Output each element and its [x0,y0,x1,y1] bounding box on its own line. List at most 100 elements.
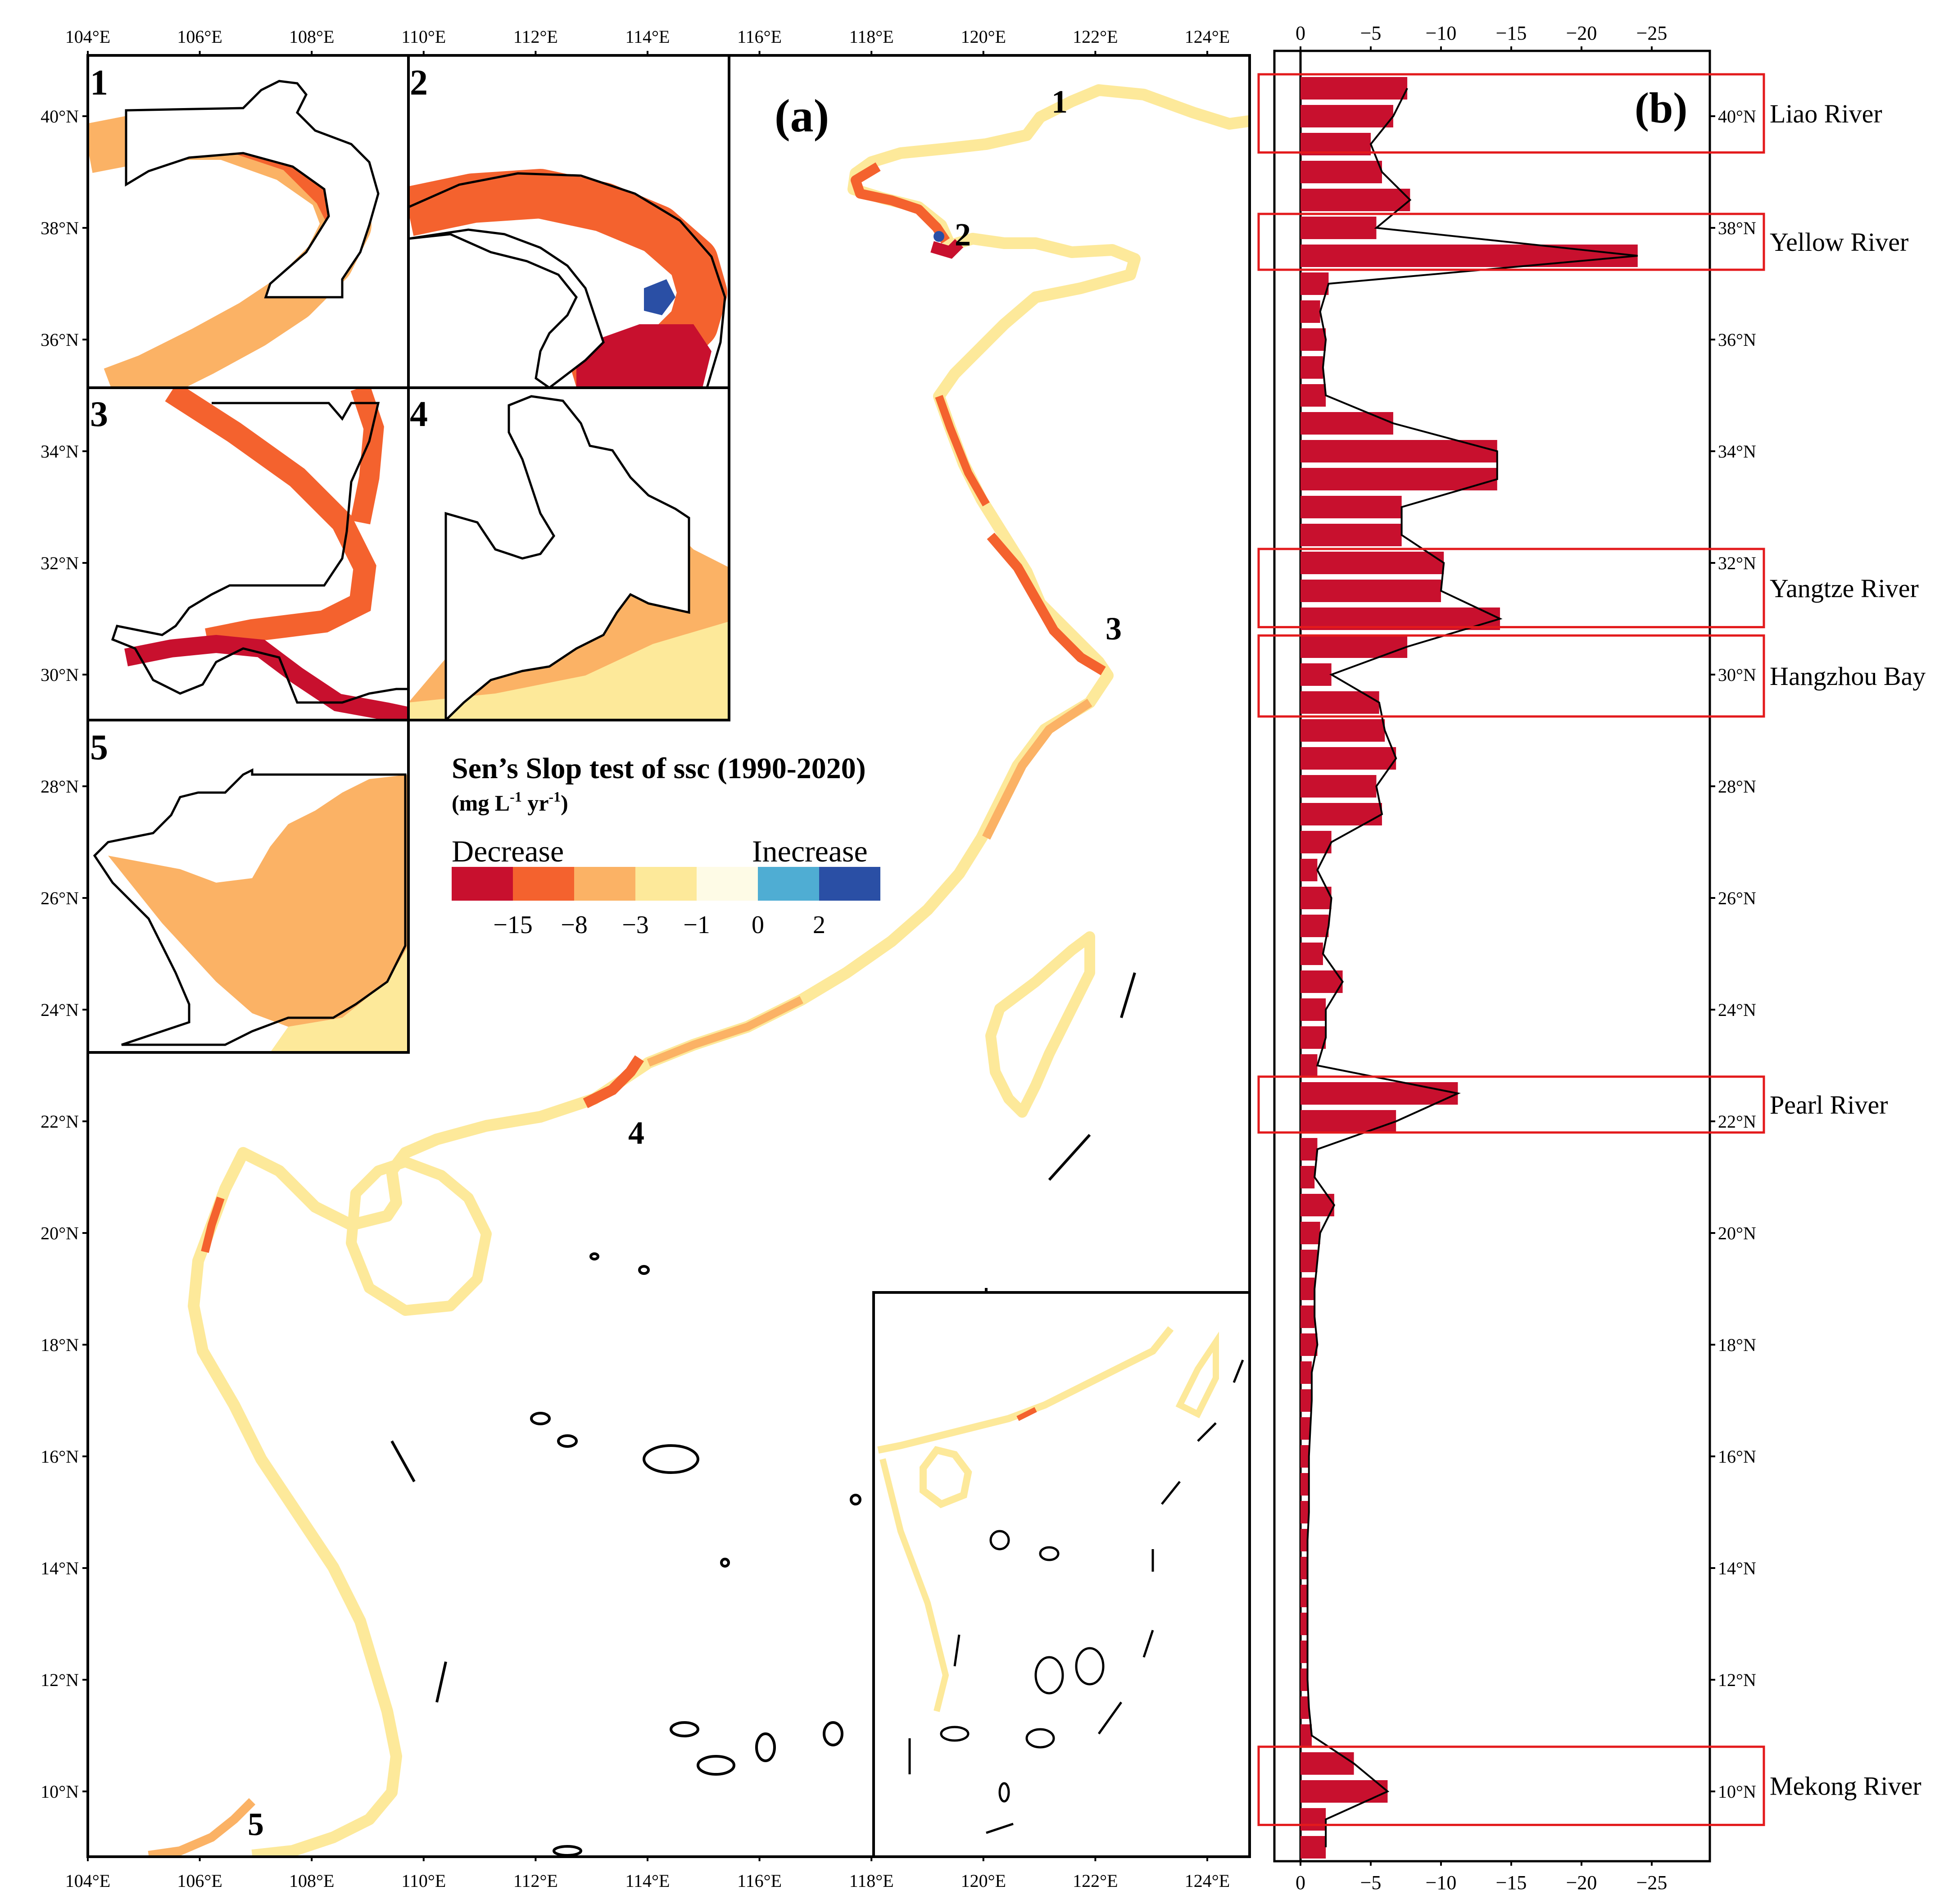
lat-tick-label: 12°N [41,1670,79,1690]
bar [1300,384,1326,407]
legend-tick-label: 2 [813,911,825,939]
bar [1300,1501,1309,1523]
region-box [1257,213,1765,271]
bar [1300,328,1326,351]
region-label: Hangzhou Bay [1770,662,1926,691]
bar [1300,1417,1310,1440]
south-china-sea-islands [390,972,1136,1857]
bar [1300,1529,1308,1551]
hainan-coast-buffer [346,1156,492,1316]
lon-tick-label-bottom: 108°E [289,1871,334,1891]
lat-tick-label: 38°N [41,218,79,238]
bar [1300,1166,1315,1188]
legend-swatch [513,867,574,901]
bar [1300,1668,1308,1691]
bar [1300,300,1320,323]
y-tick-label: 16°N [1718,1446,1756,1467]
bar [1300,970,1343,993]
coast-hotspot-hangzhou [982,698,1092,840]
lon-tick-label-top: 124°E [1185,27,1230,47]
lon-tick-label-top: 108°E [289,27,334,47]
bar [1300,663,1332,686]
bar [1300,105,1393,127]
lat-tick-label: 24°N [41,1000,79,1020]
bar [1300,998,1326,1021]
y-tick-label: 14°N [1718,1558,1756,1578]
y-ticks-right: 40°N 38°N 36°N 34°N 32°N 30°N 28°N 26°N 24°N 22°N… [1710,106,1756,1802]
panel-b-bar-chart: Liao River Yellow River Yangtze River Hangz… [1257,22,1926,1894]
map-frame [86,54,1251,1858]
bar [1300,1836,1326,1859]
y-tick-label: 24°N [1718,1000,1756,1020]
x-tick-label-bottom: −5 [1360,1872,1382,1894]
x-tick-label-top: −20 [1566,22,1597,44]
inset-3-band-b [350,388,384,525]
lon-tick-label-top: 122°E [1073,27,1118,47]
lon-tick-label-bottom: 114°E [625,1871,670,1891]
inset-3-mask [111,402,408,704]
inset-3-band-a [165,388,376,651]
legend: Sen’s Slop test of ssc (1990-2020) (mg L… [452,752,880,939]
bar [1300,1780,1388,1803]
lat-tick-label: 18°N [41,1335,79,1355]
lat-tick-label: 22°N [41,1111,79,1132]
inset-1 [88,55,408,388]
lon-tick-label-top: 114°E [625,27,670,47]
region-label: Yellow River [1770,227,1908,257]
region-label: Pearl River [1770,1090,1888,1120]
inset-2-strong-decrease [576,324,711,388]
lat-tick-label: 20°N [41,1223,79,1243]
bar [1300,1585,1308,1607]
x-tick-label-bottom: −25 [1636,1872,1668,1894]
y-tick-label: 28°N [1718,776,1756,797]
bar [1300,161,1382,183]
legend-tick-label: −3 [622,911,649,939]
coast-hotspot-yangtze [987,532,1106,675]
y-tick-label: 38°N [1718,218,1756,238]
y-tick-label: 30°N [1718,665,1756,685]
lon-tick-label-top: 110°E [401,27,446,47]
bar [1300,1473,1309,1496]
taiwan-coast-buffer [985,931,1095,1118]
legend-swatch [452,867,513,901]
chart-frame [1273,50,1711,1863]
site-labels: 1 2 3 4 5 [248,84,1122,1842]
lat-tick-label: 10°N [41,1782,79,1802]
region-box [1257,73,1765,154]
lat-tick-label: 14°N [41,1558,79,1578]
inset-4-mask [444,395,690,720]
inset-5-mask [93,768,407,1046]
bar [1300,915,1329,937]
bar [1300,859,1318,881]
y-tick-label: 36°N [1718,330,1756,350]
y-tick-label: 40°N [1718,106,1756,127]
lat-tick-label: 40°N [41,106,79,127]
bar [1300,496,1402,518]
inset-3-band-c [124,635,408,720]
bar [1300,1724,1312,1747]
bar [1300,1333,1318,1356]
lon-tick-label-bottom: 122°E [1073,1871,1118,1891]
trend-line [1306,88,1638,1847]
y-tick-label: 22°N [1718,1111,1756,1132]
lat-ticks-left: 40°N 38°N 36°N 34°N 32°N 30°N 28°N 26°N 24°N 22°N… [41,106,88,1802]
lat-tick-label: 30°N [41,665,79,685]
inset-number: 5 [90,728,108,767]
legend-swatch [574,867,635,901]
y-tick-label: 12°N [1718,1670,1756,1690]
lon-tick-label-top: 116°E [737,27,782,47]
bar [1300,440,1497,462]
inset-numbers: 1 2 3 4 5 [90,63,428,767]
lon-tick-label-top: 120°E [961,27,1006,47]
inset-5-neutral [270,946,408,1052]
bar [1300,1054,1318,1077]
bar [1300,1222,1320,1244]
coast-hotspot-north [851,162,950,244]
legend-colorbar [452,867,880,901]
bar [1300,356,1323,379]
bar [1300,1278,1315,1300]
x-tick-label-top: −15 [1496,22,1527,44]
region-label: Mekong River [1770,1772,1921,1801]
legend-swatch [635,867,697,901]
